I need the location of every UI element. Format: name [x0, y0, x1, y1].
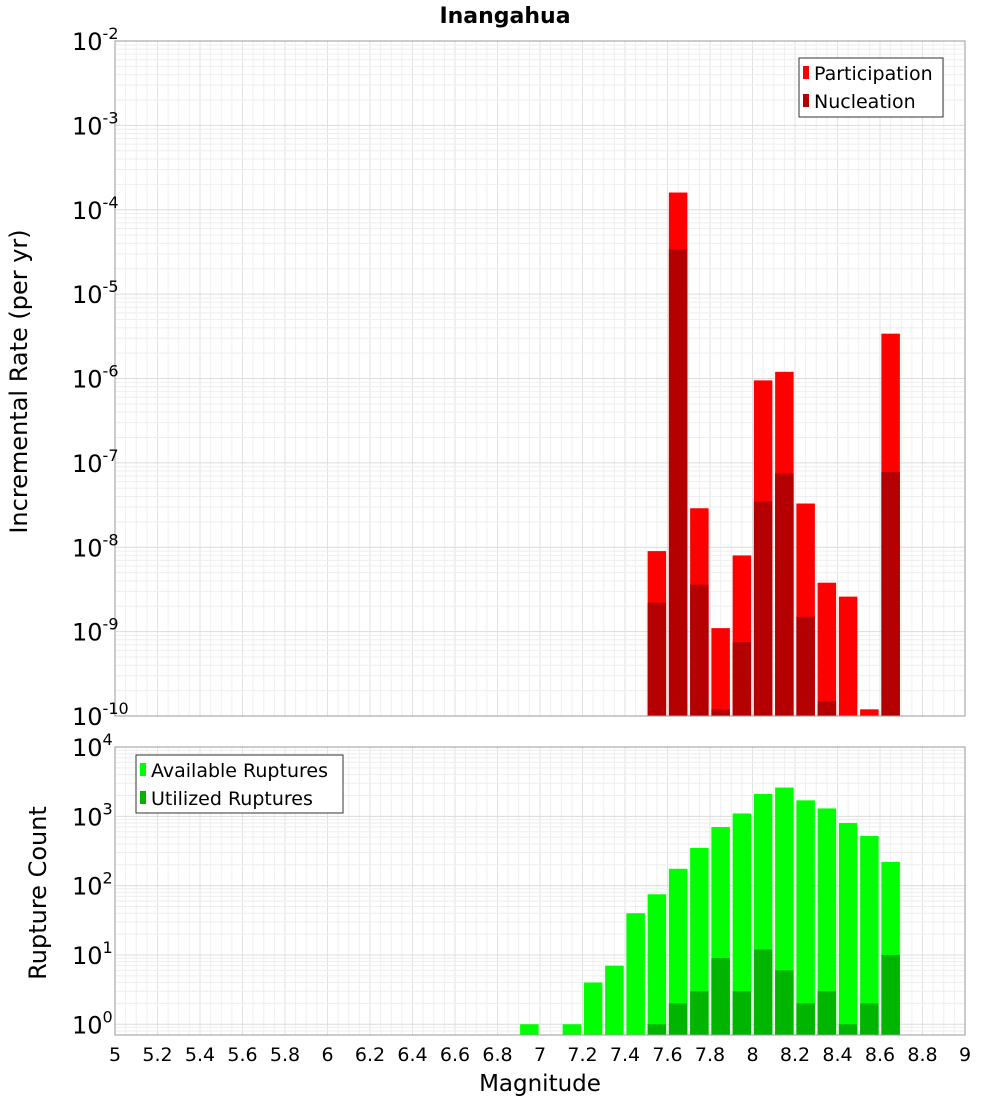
- y-tick-label: 10-4: [72, 193, 119, 225]
- x-tick-label: 6.8: [482, 1044, 512, 1066]
- x-tick-label: 8.6: [865, 1044, 895, 1066]
- x-tick-label: 7.6: [652, 1044, 682, 1066]
- x-ticks: 5 5.2 5.4 5.6 5.8 6 6.2 6.4 6.6 6.8 7 7.2 7.4 7.6 7.8 8…: [109, 1044, 971, 1066]
- y-tick-label: 10-2: [72, 24, 119, 56]
- legend-box: [135, 754, 344, 814]
- bar-available-ruptures: [860, 836, 879, 1035]
- bar-overlay-nucleation: [753, 501, 773, 716]
- legend-label: Utilized Ruptures: [151, 788, 313, 810]
- legend-top: Participation Nucleation: [798, 57, 944, 118]
- bar-participation: [817, 582, 837, 716]
- x-tick-label: 6.6: [440, 1044, 470, 1066]
- x-tick-label: 6.2: [355, 1044, 385, 1066]
- bar-overlay-utilized-ruptures: [690, 991, 709, 1035]
- x-tick-label: 8.2: [780, 1044, 810, 1066]
- bar-available-ruptures: [647, 894, 667, 1035]
- x-tick-label: 5.4: [185, 1044, 215, 1066]
- bar-overlay-utilized-ruptures: [711, 958, 730, 1035]
- legend-label: Nucleation: [814, 91, 916, 113]
- bar-available-ruptures: [605, 965, 624, 1035]
- y-tick-label: 10-8: [72, 530, 119, 562]
- bar-available-ruptures: [690, 847, 709, 1035]
- bar-available-ruptures: [732, 813, 752, 1035]
- legend-swatch: [140, 763, 146, 776]
- y-tick-label: 10-10: [72, 699, 129, 731]
- legend-label: Available Ruptures: [151, 760, 328, 782]
- y-tick-label: 10-9: [72, 615, 119, 647]
- bar-available-ruptures: [796, 800, 815, 1035]
- bar-overlay-nucleation: [732, 642, 752, 716]
- x-tick-label: 7.4: [610, 1044, 640, 1066]
- bottom-plot-y-ticks: 104 103 102 101 100: [72, 730, 113, 1039]
- x-tick-label: 7.8: [695, 1044, 725, 1066]
- x-tick-label: 8.4: [822, 1044, 852, 1066]
- bar-available-ruptures: [583, 982, 603, 1035]
- y-axis-label-top: Incremental Rate (per yr): [5, 229, 33, 533]
- legend-swatch: [803, 94, 809, 107]
- bar-available-ruptures: [817, 808, 837, 1035]
- y-tick-label: 100: [72, 1007, 113, 1039]
- bar-overlay-utilized-ruptures: [647, 1024, 667, 1035]
- x-tick-label: 7: [534, 1044, 546, 1066]
- legend-box: [798, 57, 944, 118]
- y-tick-label: 103: [72, 799, 113, 831]
- bar-overlay-nucleation: [690, 584, 709, 716]
- legend-swatch: [140, 791, 146, 804]
- top-plot-bars: [647, 192, 900, 717]
- bar-overlay-utilized-ruptures: [732, 991, 752, 1035]
- y-tick-label: 101: [72, 938, 113, 970]
- bottom-plot-bars: [520, 787, 900, 1035]
- bar-overlay-nucleation: [796, 616, 815, 716]
- x-tick-label: 6: [321, 1044, 333, 1066]
- x-axis-label: Magnitude: [479, 1071, 601, 1097]
- bar-available-ruptures: [626, 913, 645, 1035]
- bar-overlay-utilized-ruptures: [860, 1003, 879, 1035]
- x-tick-label: 8.8: [907, 1044, 937, 1066]
- x-tick-label: 7.2: [567, 1044, 597, 1066]
- bar-overlay-nucleation: [817, 701, 837, 716]
- bar-overlay-utilized-ruptures: [881, 954, 900, 1035]
- bar-available-ruptures: [838, 823, 858, 1035]
- top-plot-frame: [114, 40, 966, 717]
- bar-participation: [838, 596, 858, 716]
- bar-available-ruptures: [520, 1024, 539, 1035]
- y-tick-label: 10-7: [72, 446, 119, 478]
- x-tick-label: 9: [959, 1044, 971, 1066]
- y-axis-label-bottom: Rupture Count: [24, 806, 52, 980]
- bar-overlay-utilized-ruptures: [753, 949, 773, 1035]
- bar-overlay-nucleation: [881, 471, 900, 716]
- bar-participation: [860, 709, 879, 716]
- x-tick-label: 5: [109, 1044, 121, 1066]
- chart-title: Inangahua: [439, 4, 570, 29]
- x-tick-label: 5.2: [142, 1044, 172, 1066]
- y-tick-label: 104: [72, 730, 113, 762]
- bar-overlay-utilized-ruptures: [775, 970, 794, 1035]
- bar-overlay-utilized-ruptures: [796, 1003, 815, 1035]
- bar-overlay-utilized-ruptures: [668, 1003, 688, 1035]
- bar-overlay-utilized-ruptures: [838, 1024, 858, 1035]
- y-tick-label: 10-6: [72, 362, 119, 394]
- y-tick-label: 10-5: [72, 277, 119, 309]
- x-tick-label: 5.8: [270, 1044, 300, 1066]
- legend-label: Participation: [814, 63, 933, 85]
- bar-overlay-utilized-ruptures: [817, 991, 837, 1035]
- bar-available-ruptures: [668, 868, 688, 1035]
- bar-overlay-nucleation: [647, 602, 667, 716]
- bar-overlay-nucleation: [668, 249, 688, 716]
- legend-swatch: [803, 66, 809, 79]
- bar-available-ruptures: [562, 1024, 582, 1035]
- y-tick-label: 10-3: [72, 108, 119, 140]
- x-tick-label: 5.6: [227, 1044, 257, 1066]
- top-plot-grid: [114, 41, 966, 717]
- bar-overlay-nucleation: [711, 709, 730, 716]
- bar-overlay-nucleation: [775, 473, 794, 716]
- bottom-plot-frame: [114, 746, 966, 1036]
- legend-bottom: Available Ruptures Utilized Ruptures: [135, 754, 344, 814]
- top-plot-y-ticks: 10-2 10-3 10-4 10-5 10-6 10-7 10-8 10-9 10-10: [72, 24, 129, 731]
- x-tick-label: 6.4: [397, 1044, 427, 1066]
- x-tick-label: 8: [746, 1044, 758, 1066]
- bar-participation: [711, 628, 730, 716]
- y-tick-label: 102: [72, 869, 113, 901]
